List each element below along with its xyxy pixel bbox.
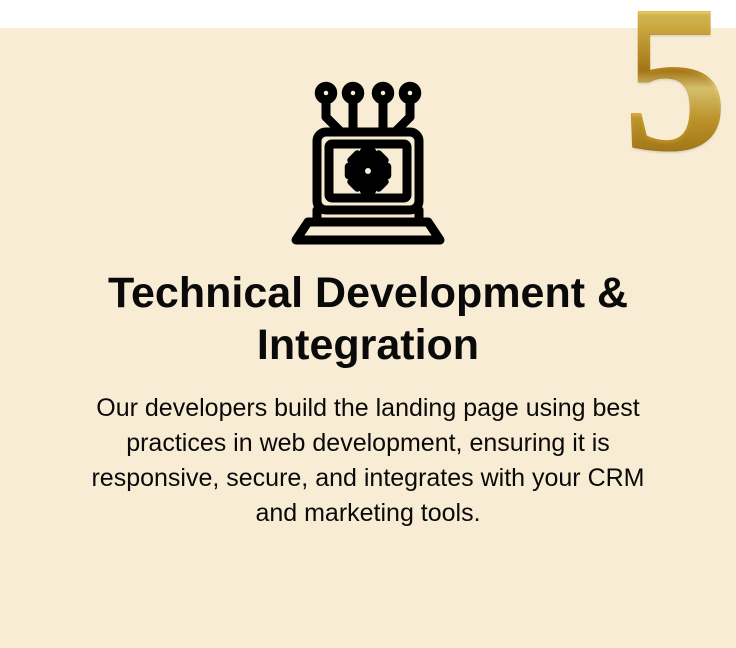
step-title: Technical Development & Integration <box>60 268 676 371</box>
laptop-gear-network-icon <box>278 78 458 258</box>
step-body: Our developers build the landing page us… <box>88 391 648 531</box>
step-number: 5 <box>623 0 728 169</box>
icon-container <box>60 78 676 258</box>
